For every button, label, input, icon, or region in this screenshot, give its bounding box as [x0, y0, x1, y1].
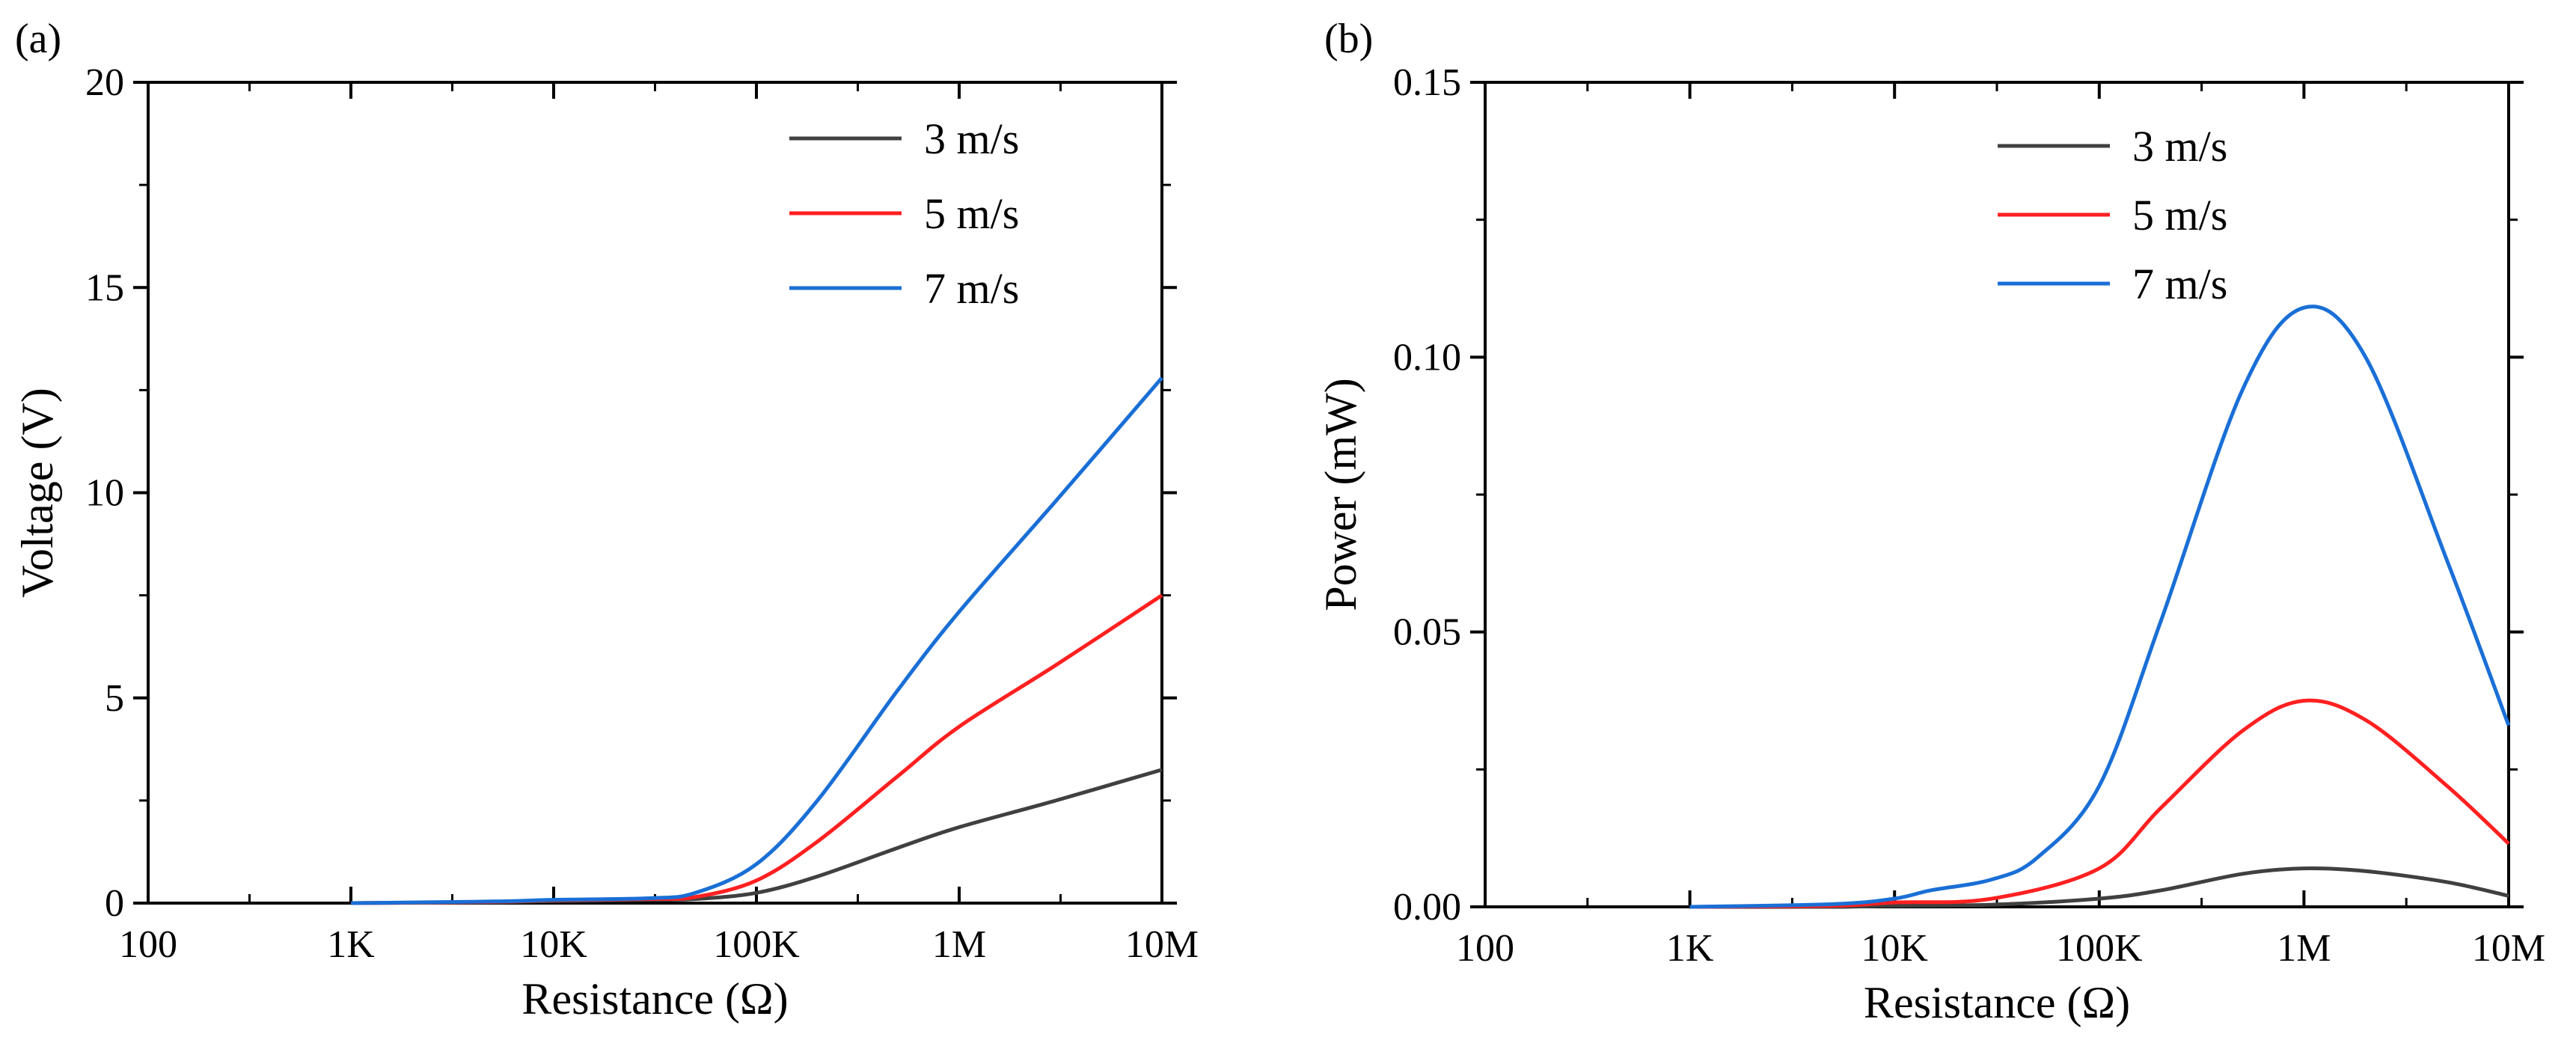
y-axis-title: Voltage (V): [13, 388, 62, 598]
legend: 3 m/s 5 m/s 7 m/s: [1998, 122, 2227, 308]
legend-label: 3 m/s: [2132, 122, 2227, 171]
panel-label: (a): [15, 16, 61, 62]
legend-label: 7 m/s: [2132, 260, 2227, 308]
y-tick-label: 15: [85, 266, 124, 309]
y-tick-label: 0.05: [1393, 611, 1461, 654]
y-tick-label: 0: [105, 882, 124, 925]
series-line-5msms: [1689, 698, 2510, 909]
x-tick-label: 10M: [2472, 927, 2545, 970]
x-tick-label: 1K: [327, 923, 375, 966]
y-tick-label: 0.00: [1393, 886, 1461, 929]
x-tick-label: 10M: [1125, 923, 1199, 966]
plot-frame: [1484, 81, 2510, 908]
legend-label: 5 m/s: [924, 189, 1019, 238]
y-tick-label: 20: [85, 61, 124, 104]
x-tick-label: 100K: [713, 923, 800, 966]
panel-label: (b): [1324, 16, 1373, 62]
y-tick-label: 10: [85, 472, 124, 515]
legend: 3 m/s 5 m/s 7 m/s: [789, 114, 1019, 313]
x-axis-title: Resistance (Ω): [1864, 978, 2130, 1027]
legend-label: 3 m/s: [924, 114, 1019, 163]
series-line-3msms: [350, 768, 1163, 905]
x-tick-label: 100: [119, 923, 177, 966]
series-line-7msms: [1689, 305, 2511, 909]
chart-panel-a: (a) 100 1K 10K 100K 1M 10M 0 5 10 15 20 Resistance (…: [13, 16, 1199, 1024]
y-tick-label: 0.15: [1393, 61, 1461, 104]
chart-panel-b: (b) 100 1K 10K 100K 1M 10M 0.00 0.05 0.10 0.15 Resi…: [1316, 16, 2545, 1027]
series-line-7msms: [350, 376, 1163, 905]
x-tick-label: 10K: [1861, 927, 1928, 970]
legend-label: 5 m/s: [2132, 191, 2227, 239]
x-tick-label: 100: [1456, 927, 1514, 970]
x-axis-title: Resistance (Ω): [521, 974, 788, 1024]
legend-label: 7 m/s: [924, 264, 1019, 313]
series-line-3msms: [1689, 866, 2509, 909]
y-tick-label: 5: [105, 677, 124, 720]
series-line-5msms: [350, 593, 1163, 905]
x-tick-label: 10K: [520, 923, 587, 966]
y-tick-label: 0.10: [1393, 336, 1461, 379]
x-tick-label: 1M: [932, 923, 986, 966]
x-tick-label: 1M: [2277, 927, 2331, 970]
x-tick-label: 1K: [1666, 927, 1714, 970]
y-axis-title: Power (mW): [1316, 378, 1365, 611]
x-tick-label: 100K: [2056, 927, 2143, 970]
